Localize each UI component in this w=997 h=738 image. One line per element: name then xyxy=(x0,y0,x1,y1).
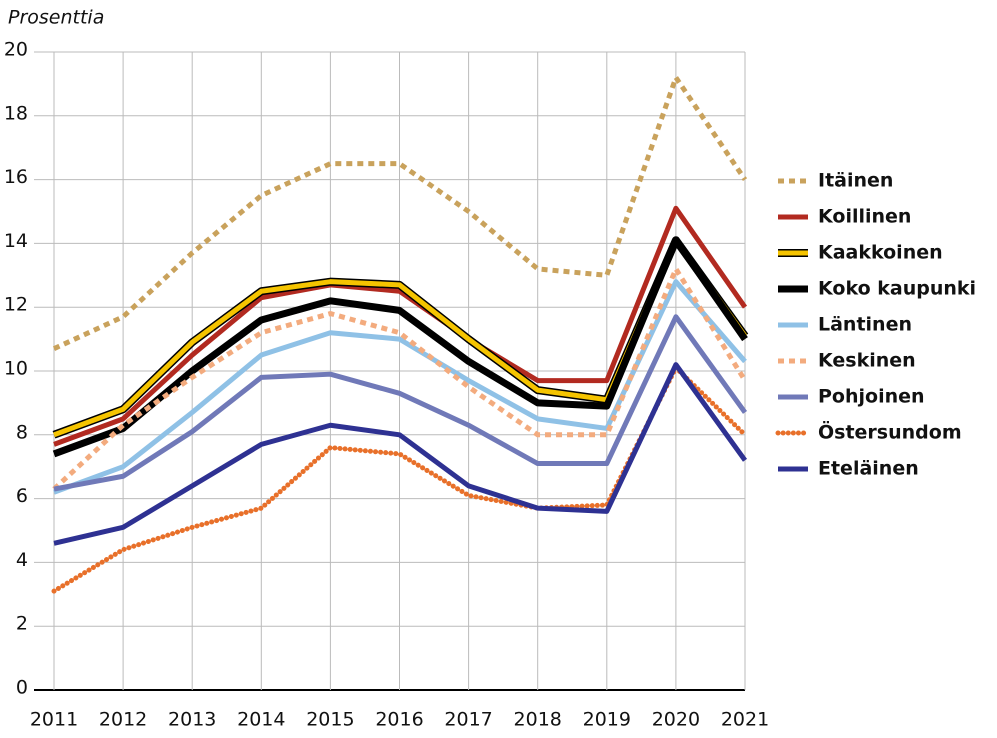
x-tick-label: 2015 xyxy=(306,709,354,731)
y-tick-label: 10 xyxy=(4,358,28,380)
series-line xyxy=(52,266,748,491)
x-tick-label: 2019 xyxy=(583,709,631,731)
y-tick-label: 16 xyxy=(4,166,28,188)
x-tick-label: 2011 xyxy=(30,709,78,731)
legend-label: Koko kaupunki xyxy=(818,278,976,300)
y-tick-label: 4 xyxy=(16,549,28,571)
legend-label: Eteläinen xyxy=(818,458,919,480)
series-line xyxy=(52,75,748,351)
series-line xyxy=(52,236,748,458)
x-tick-label: 2020 xyxy=(652,709,700,731)
y-tick-label: 18 xyxy=(4,102,28,124)
x-tick-label: 2021 xyxy=(721,709,769,731)
legend-label: Läntinen xyxy=(818,314,912,336)
x-tick-label: 2017 xyxy=(444,709,492,731)
x-tick-label: 2016 xyxy=(375,709,423,731)
y-axis-label: Prosenttia xyxy=(8,7,104,29)
x-tick-label: 2014 xyxy=(237,709,285,731)
y-tick-label: 20 xyxy=(4,39,28,61)
x-tick-label: 2013 xyxy=(168,709,216,731)
y-tick-label: 2 xyxy=(16,613,28,635)
y-tick-label: 8 xyxy=(16,421,28,443)
series-line xyxy=(53,314,748,492)
series-line xyxy=(53,205,748,447)
legend-label: Kaakkoinen xyxy=(818,242,943,264)
x-tick-label: 2012 xyxy=(99,709,147,731)
legend-label: Östersundom xyxy=(818,420,962,444)
x-tick-label: 2018 xyxy=(514,709,562,731)
legend-label: Pohjoinen xyxy=(818,386,925,408)
legend-label: Itäinen xyxy=(818,170,893,192)
y-tick-label: 12 xyxy=(4,294,28,316)
y-tick-label: 6 xyxy=(16,485,28,507)
legend-label: Keskinen xyxy=(818,350,916,372)
y-tick-label: 14 xyxy=(4,230,28,252)
legend-label: Koillinen xyxy=(818,206,911,228)
y-tick-label: 0 xyxy=(16,677,28,699)
series-line xyxy=(53,362,748,546)
